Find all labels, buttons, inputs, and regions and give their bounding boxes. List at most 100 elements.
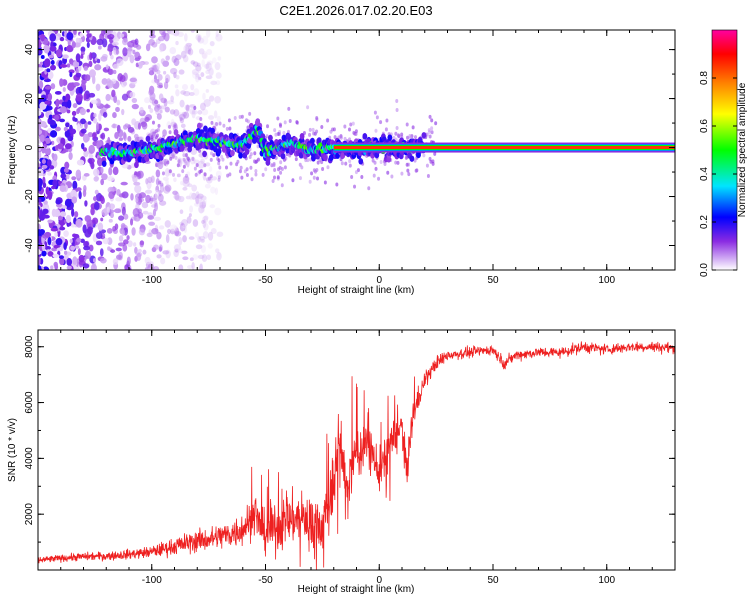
noise-blob xyxy=(93,196,97,202)
noise-blob xyxy=(188,192,194,201)
noise-blob xyxy=(190,30,195,33)
noise-blob xyxy=(155,169,161,178)
noise-blob xyxy=(132,49,136,55)
colorbar-tick-label: 0.6 xyxy=(699,119,710,133)
noise-blob xyxy=(194,74,200,83)
noise-blob xyxy=(89,52,93,61)
noise-blob xyxy=(43,200,48,205)
noise-blob xyxy=(202,196,207,206)
noise-blob xyxy=(164,168,170,177)
noise-blob xyxy=(95,240,103,246)
noise-blob xyxy=(249,165,253,170)
noise-blob xyxy=(348,163,352,168)
noise-blob xyxy=(184,161,188,166)
noise-blob xyxy=(93,113,97,118)
noise-blob xyxy=(306,158,310,163)
noise-blob xyxy=(38,118,41,124)
noise-blob xyxy=(175,40,179,46)
noise-blob xyxy=(201,108,209,116)
noise-blob xyxy=(212,57,217,64)
noise-blob xyxy=(354,170,358,175)
noise-blob xyxy=(187,265,194,270)
noise-blob xyxy=(174,155,178,160)
noise-blob xyxy=(65,214,71,224)
noise-blob xyxy=(180,90,187,95)
noise-blob xyxy=(315,167,319,172)
noise-blob xyxy=(199,263,203,270)
noise-blob xyxy=(188,91,195,97)
noise-blob xyxy=(353,184,357,189)
snr-xtick-label: -50 xyxy=(258,575,273,586)
noise-blob xyxy=(434,121,438,126)
noise-blob xyxy=(210,228,217,235)
noise-blob xyxy=(74,245,80,249)
signal-blob xyxy=(168,147,173,154)
noise-blob xyxy=(227,118,231,123)
heatmap-xtick-label: 0 xyxy=(376,275,382,286)
noise-blob xyxy=(308,132,312,137)
noise-blob xyxy=(404,155,408,160)
noise-blob xyxy=(137,248,142,254)
noise-blob xyxy=(69,128,77,135)
noise-blob xyxy=(181,169,185,174)
noise-blob xyxy=(145,194,151,204)
noise-blob xyxy=(168,30,175,35)
noise-blob xyxy=(72,103,78,109)
noise-blob xyxy=(182,157,186,162)
heatmap-ytick-label: 0 xyxy=(24,144,35,150)
noise-blob xyxy=(118,137,124,141)
noise-blob xyxy=(153,267,158,270)
signal-blob xyxy=(101,160,107,167)
noise-blob xyxy=(116,99,121,106)
noise-blob xyxy=(182,153,186,158)
noise-blob xyxy=(95,232,103,239)
noise-blob xyxy=(101,173,108,181)
noise-blob xyxy=(261,172,265,177)
noise-blob xyxy=(174,230,182,237)
noise-blob xyxy=(178,236,183,246)
noise-blob xyxy=(222,123,226,128)
noise-blob xyxy=(44,85,52,90)
noise-blob xyxy=(248,155,252,160)
noise-blob xyxy=(168,130,172,135)
noise-blob xyxy=(191,109,196,119)
noise-blob xyxy=(209,204,216,209)
noise-blob xyxy=(134,246,138,254)
noise-blob xyxy=(42,266,50,270)
noise-blob xyxy=(63,242,67,251)
signal-blob xyxy=(362,133,368,140)
noise-blob xyxy=(67,82,75,91)
noise-blob xyxy=(197,64,202,74)
noise-blob xyxy=(38,110,42,116)
noise-blob xyxy=(208,95,215,102)
noise-blob xyxy=(148,221,156,226)
heatmap-xtick-label: 100 xyxy=(598,275,615,286)
noise-blob xyxy=(157,103,161,108)
noise-blob xyxy=(70,245,76,251)
noise-blob xyxy=(121,108,125,116)
noise-blob xyxy=(79,108,86,116)
noise-blob xyxy=(115,106,120,113)
noise-blob xyxy=(203,172,207,177)
noise-blob xyxy=(184,152,188,157)
noise-blob xyxy=(78,86,83,95)
noise-blob xyxy=(185,42,193,47)
noise-blob xyxy=(41,250,47,257)
noise-blob xyxy=(107,80,114,89)
noise-blob xyxy=(430,126,434,131)
noise-blob xyxy=(153,244,159,250)
noise-blob xyxy=(428,134,432,139)
noise-blob xyxy=(253,151,257,156)
noise-blob xyxy=(332,127,336,132)
noise-blob xyxy=(372,173,376,178)
snr-ytick-label: 2000 xyxy=(24,503,35,526)
noise-blob xyxy=(59,185,67,193)
noise-blob xyxy=(177,31,184,38)
noise-blob xyxy=(63,126,68,132)
noise-blob xyxy=(61,54,69,59)
noise-blob xyxy=(55,49,63,58)
noise-blob xyxy=(90,161,95,170)
noise-blob xyxy=(169,109,176,115)
noise-blob xyxy=(215,33,223,42)
